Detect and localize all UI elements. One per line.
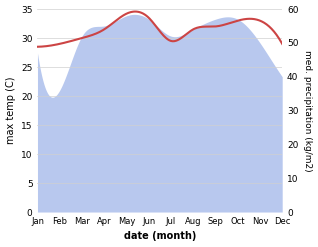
- X-axis label: date (month): date (month): [124, 231, 196, 242]
- Y-axis label: max temp (C): max temp (C): [5, 77, 16, 144]
- Y-axis label: med. precipitation (kg/m2): med. precipitation (kg/m2): [303, 50, 313, 171]
